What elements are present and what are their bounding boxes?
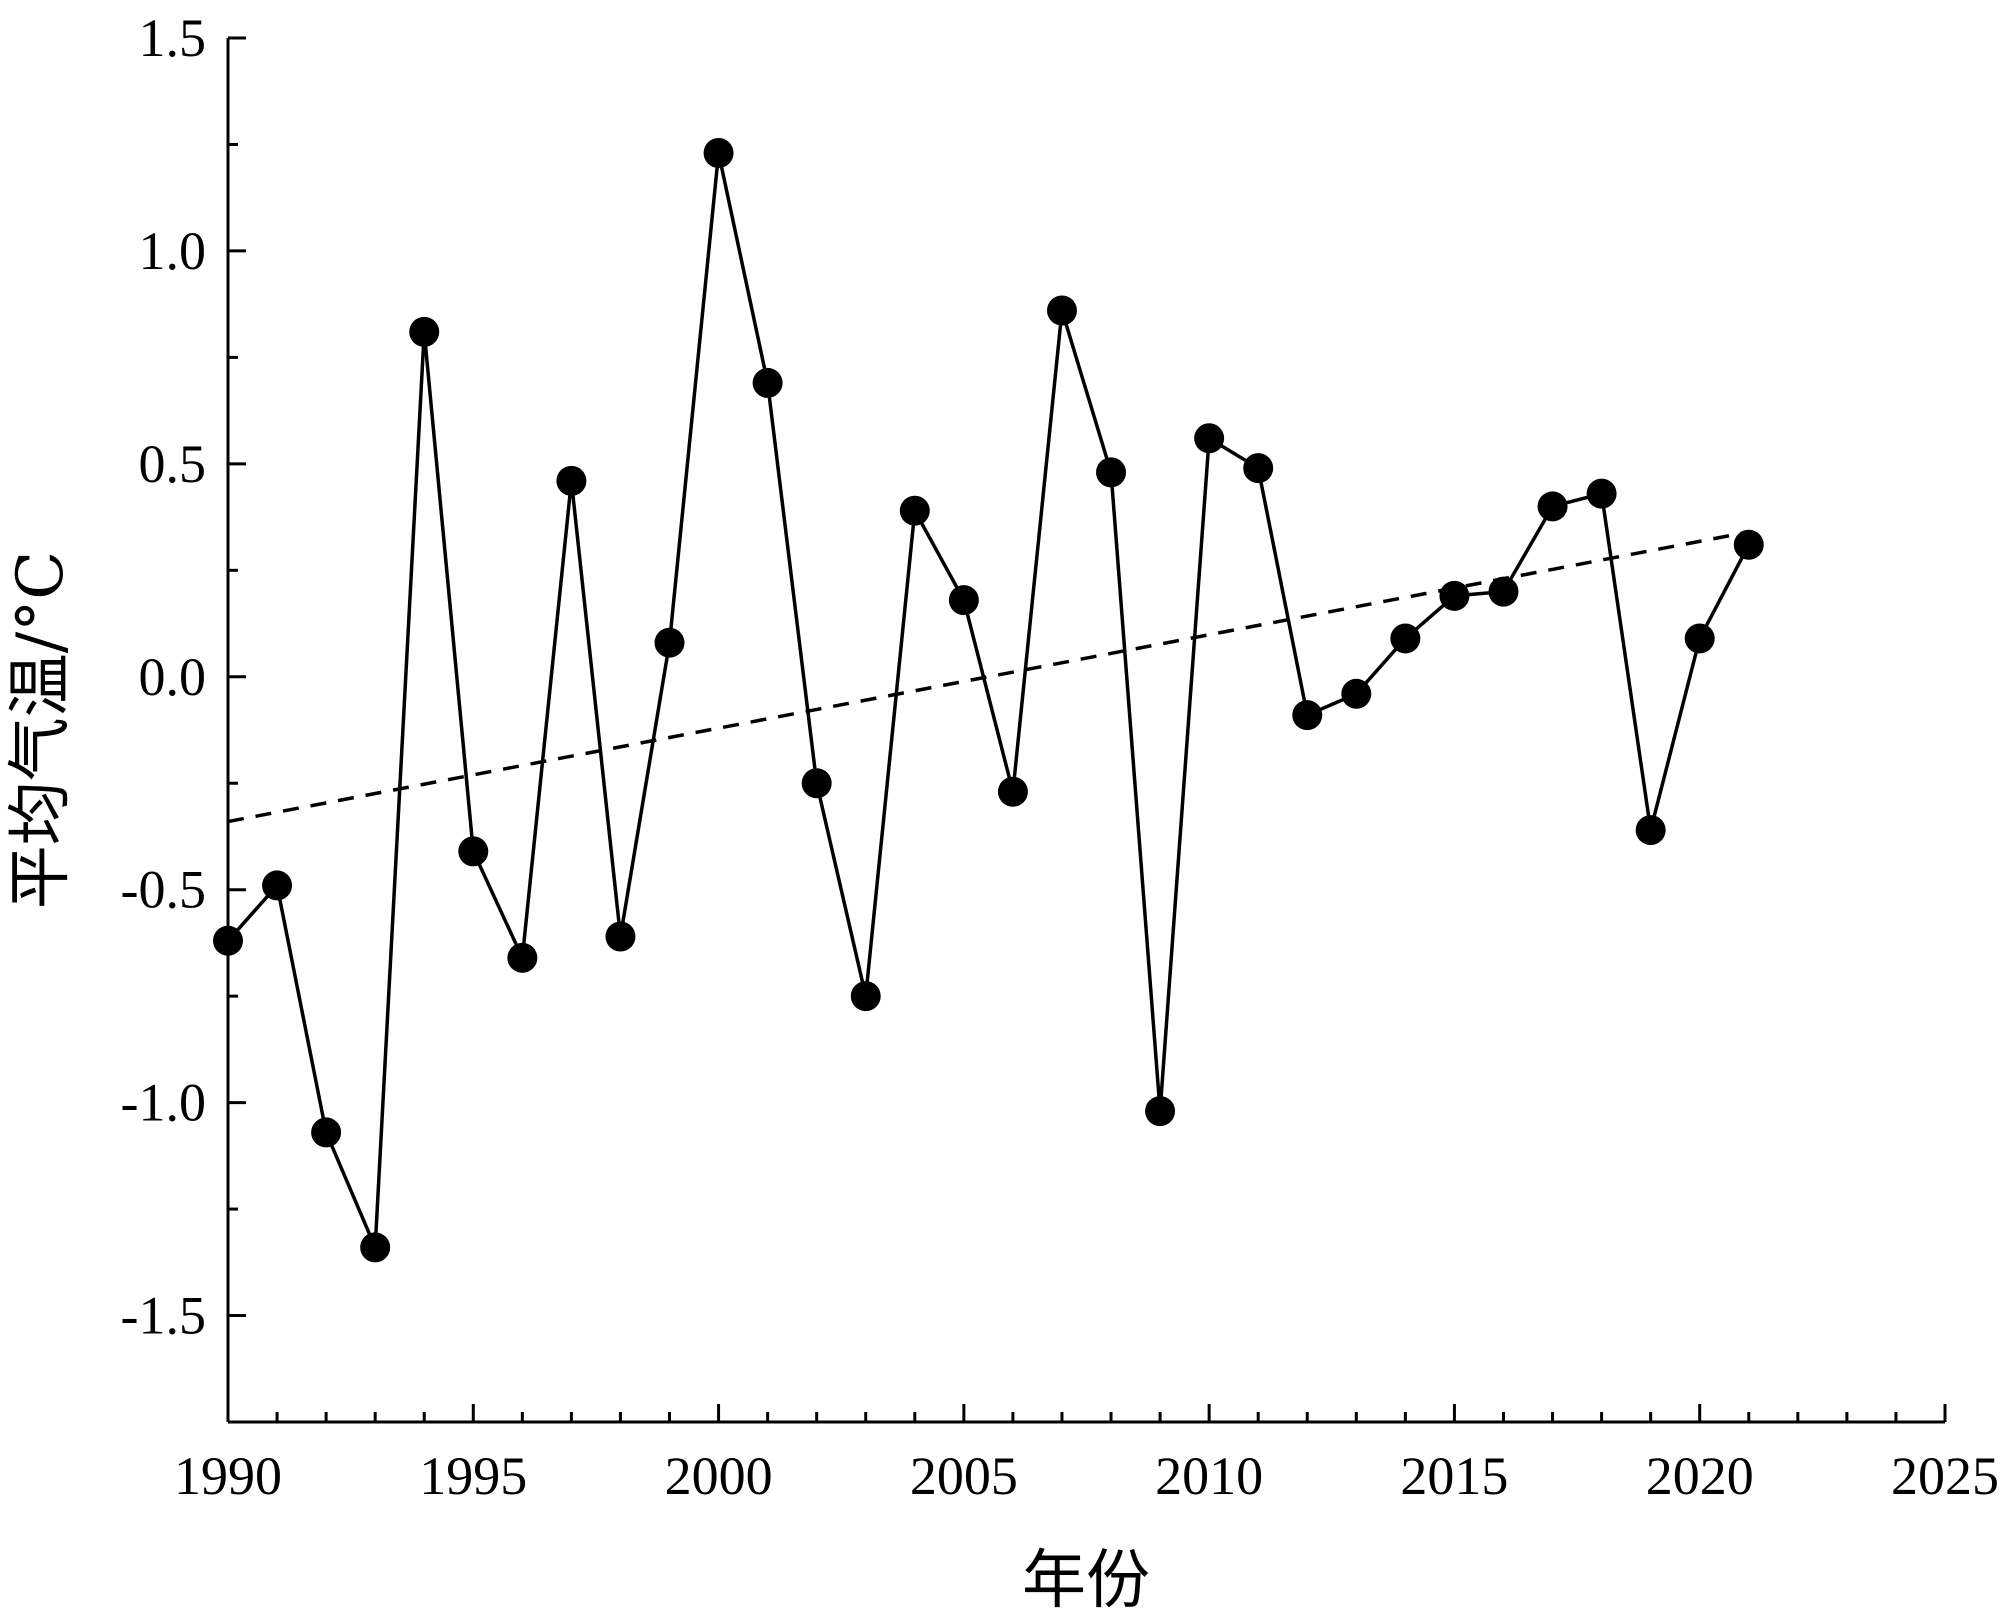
data-point-1992 (311, 1117, 342, 1148)
data-point-2016 (1488, 576, 1519, 607)
data-point-2006 (997, 776, 1028, 807)
data-point-1990 (213, 925, 243, 956)
data-point-2003 (850, 981, 881, 1012)
data-point-2017 (1537, 491, 1568, 522)
y-tick-label: 1.5 (139, 8, 207, 68)
data-point-2020 (1684, 623, 1715, 654)
data-point-2019 (1635, 815, 1666, 846)
data-point-2002 (801, 768, 832, 799)
x-tick-label: 2010 (1155, 1446, 1263, 1506)
data-point-2000 (703, 137, 734, 168)
x-tick-label: 2025 (1891, 1446, 1999, 1506)
x-tick-label: 2005 (910, 1446, 1018, 1506)
x-tick-label: 2020 (1646, 1446, 1754, 1506)
data-point-2005 (948, 585, 979, 616)
data-point-2007 (1046, 295, 1077, 326)
data-point-2014 (1390, 623, 1421, 654)
x-ticks: 1990 1995 2000 2005 2010 2015 2020 2025 (174, 1404, 1999, 1506)
series-group (213, 137, 1764, 1263)
y-ticks: 1.5 1.0 0.5 0.0 -0.5 -1.0 -1.5 (121, 8, 246, 1424)
data-point-1993 (360, 1232, 391, 1263)
x-tick-label: 1995 (419, 1446, 527, 1506)
x-tick-label: 2015 (1400, 1446, 1508, 1506)
data-point-1999 (654, 627, 685, 658)
data-point-2001 (752, 367, 783, 398)
y-tick-label: -1.5 (121, 1286, 206, 1346)
data-point-2021 (1733, 529, 1764, 560)
data-point-1995 (458, 836, 489, 867)
data-point-2008 (1096, 457, 1127, 488)
data-point-2009 (1145, 1096, 1176, 1127)
data-point-2004 (899, 495, 930, 526)
data-point-2010 (1194, 423, 1225, 454)
series-line (226, 152, 1751, 1249)
y-tick-label: 1.0 (139, 221, 207, 281)
data-point-1996 (507, 942, 538, 973)
data-point-1997 (556, 465, 587, 496)
y-tick-label: 0.5 (139, 434, 207, 494)
x-tick-label: 2000 (665, 1446, 773, 1506)
data-point-2013 (1341, 678, 1372, 709)
data-point-1991 (262, 870, 293, 901)
y-tick-label: -0.5 (121, 860, 206, 920)
data-point-2018 (1586, 478, 1617, 509)
y-tick-label: 0.0 (139, 647, 207, 707)
x-axis-title: 年份 (1022, 1544, 1150, 1618)
data-point-2012 (1292, 700, 1323, 731)
data-point-1998 (605, 921, 636, 952)
y-tick-label: -1.0 (121, 1073, 206, 1133)
axes (226, 38, 1945, 1424)
data-point-2015 (1439, 580, 1470, 611)
y-axis-title: 平均气温/°C (4, 551, 78, 910)
data-point-1994 (409, 316, 440, 347)
data-point-2011 (1243, 453, 1274, 484)
x-tick-label: 1990 (174, 1446, 282, 1506)
